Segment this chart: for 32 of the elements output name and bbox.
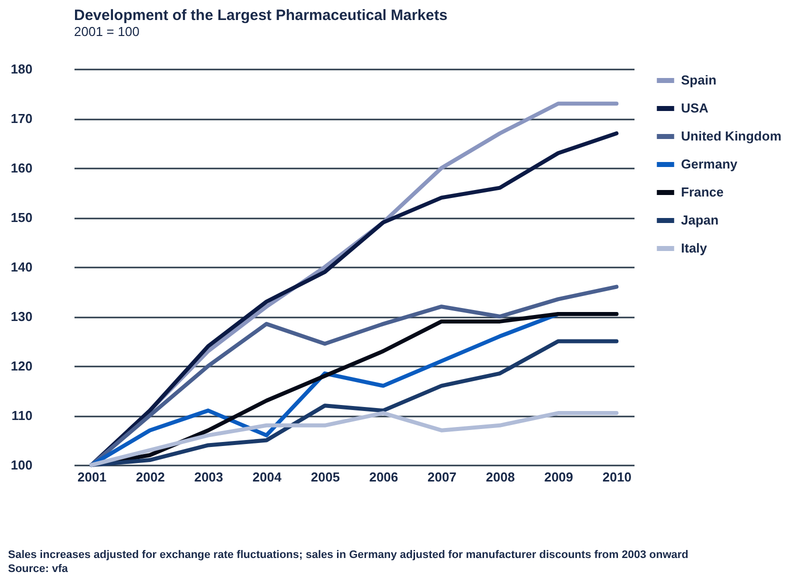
x-tick-label: 2004: [252, 470, 282, 484]
legend-label: Spain: [681, 72, 716, 88]
x-tick-label: 2007: [428, 470, 456, 484]
legend-label: Japan: [681, 212, 719, 228]
x-tick-label: 2005: [310, 470, 340, 484]
legend-label: United Kingdom: [681, 128, 782, 144]
line-series: [90, 339, 618, 467]
x-tick-label: 2006: [369, 470, 398, 484]
y-tick-label: 170: [10, 111, 32, 126]
legend-label: France: [681, 184, 724, 200]
text: Sales increases adjusted for exchange rate fluctuations; sales in Germany adjusted for manufacturer discounts from 2003 onward: [8, 548, 688, 562]
x-tick-label: 2003: [194, 470, 224, 484]
x-tick-label: 2001: [78, 470, 106, 484]
legend-label: Germany: [681, 156, 738, 172]
x-tick-label: 2009: [544, 470, 574, 484]
y-tick-label: 100: [10, 458, 32, 472]
source-note: Source: vfa: [8, 562, 69, 576]
legend-label: Italy: [681, 240, 708, 256]
line-series: [90, 411, 618, 467]
y-tick-label: 150: [10, 210, 32, 225]
y-tick-label: 120: [10, 358, 32, 374]
y-tick-label: 140: [10, 260, 32, 274]
legend-label: USA: [681, 100, 710, 116]
chart-subtitle: 2001 = 100: [74, 24, 140, 39]
x-tick-label: 2010: [602, 470, 632, 484]
y-tick-label: 130: [10, 309, 32, 324]
x-tick-label: 2008: [486, 470, 515, 484]
y-tick-label: 180: [10, 62, 32, 76]
chart-title: Development of the Largest Pharmaceutical Markets: [74, 7, 448, 24]
y-tick-label: 160: [10, 160, 32, 176]
x-tick-label: 2002: [136, 470, 165, 484]
y-tick-label: 110: [12, 408, 32, 423]
